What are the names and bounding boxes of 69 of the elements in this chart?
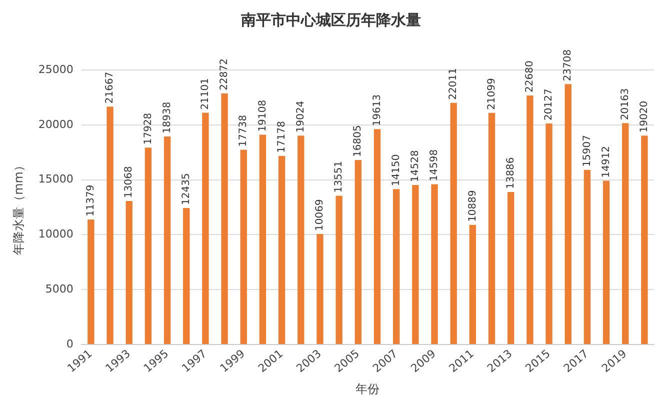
bar: [259, 134, 266, 344]
data-label: 19613: [372, 94, 383, 126]
x-axis-title: 年份: [356, 382, 380, 396]
y-tick-label: 15000: [38, 172, 74, 186]
data-label: 14598: [429, 149, 440, 182]
bar: [374, 129, 381, 344]
data-label: 21099: [486, 78, 498, 110]
data-label: 21667: [104, 72, 116, 104]
y-tick-label: 0: [66, 337, 74, 350]
bar: [240, 150, 247, 344]
data-label: 22011: [448, 68, 460, 100]
bar: [278, 156, 286, 344]
bar: [126, 201, 132, 344]
bar: [392, 189, 400, 344]
data-label: 22872: [219, 58, 230, 90]
bar: [88, 220, 94, 344]
bar: [221, 93, 228, 344]
data-label: 15907: [582, 135, 593, 167]
data-label: 10889: [467, 190, 478, 222]
data-label: 13886: [505, 157, 516, 190]
data-label: 19024: [295, 100, 306, 133]
bar: [412, 184, 419, 344]
bar: [564, 84, 572, 344]
data-label: 19020: [639, 100, 650, 133]
data-label: 17928: [142, 112, 154, 145]
y-tick-label: 20000: [38, 118, 74, 131]
bar: [183, 208, 190, 344]
bar: [622, 123, 629, 344]
data-label: 21101: [200, 78, 212, 110]
bar: [488, 112, 496, 344]
y-tick-label: 25000: [38, 62, 74, 76]
bar: [354, 160, 362, 344]
data-label: 12435: [180, 173, 192, 205]
data-label: 13068: [124, 166, 135, 198]
data-label: 19108: [257, 100, 268, 132]
y-tick-label: 5000: [45, 282, 74, 296]
bar: [508, 192, 514, 344]
data-label: 22680: [524, 60, 536, 92]
data-label: 23708: [562, 49, 574, 82]
data-label: 17178: [276, 121, 288, 153]
data-label: 20163: [620, 88, 631, 120]
bar: [316, 234, 324, 344]
bar: [144, 148, 152, 344]
data-label: 14528: [410, 150, 422, 182]
data-label: 18938: [162, 102, 173, 134]
y-axis-title: 年降水量（mm）: [11, 160, 26, 255]
data-label: 11379: [86, 184, 97, 217]
bar: [546, 124, 552, 344]
bar: [202, 112, 209, 344]
data-label: 20127: [544, 88, 555, 121]
y-tick-label: 10000: [38, 228, 74, 241]
bar: [602, 180, 610, 344]
bar: [298, 136, 304, 344]
bar: [450, 102, 457, 344]
data-label: 14150: [390, 154, 402, 186]
data-label: 10069: [314, 199, 326, 231]
bar: [106, 106, 114, 344]
bar: [336, 196, 342, 344]
bar: [526, 95, 534, 344]
data-label: 16805: [352, 125, 364, 157]
chart-title: 南平市中心城区历年降水量: [240, 10, 421, 29]
bar: [164, 136, 171, 344]
bar: [641, 136, 648, 344]
bar: [584, 170, 591, 344]
bar: [431, 184, 438, 344]
bar: [469, 224, 476, 344]
data-label: 13551: [334, 160, 345, 193]
data-label: 14912: [600, 146, 612, 178]
data-label: 17738: [238, 114, 250, 147]
